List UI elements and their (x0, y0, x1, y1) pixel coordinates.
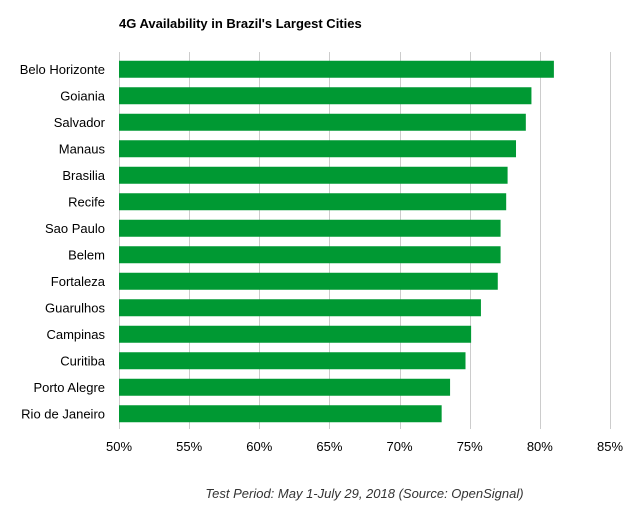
x-tick-label: 70% (387, 439, 413, 454)
bar-chart: Belo Horizonte Goiania Salvador Manaus Brasi… (20, 52, 623, 454)
category-label: Salvador (54, 115, 106, 130)
x-tick-label: 50% (106, 439, 132, 454)
bar (119, 166, 508, 184)
bar (119, 113, 526, 131)
bar (119, 352, 466, 370)
category-label: Guarulhos (45, 300, 105, 315)
gridlines (119, 52, 611, 429)
bar (119, 193, 507, 211)
category-label: Belo Horizonte (20, 62, 105, 77)
x-tick-label: 85% (597, 439, 623, 454)
category-label: Campinas (46, 327, 105, 342)
category-label: Curitiba (60, 353, 106, 368)
chart-title: 4G Availability in Brazil's Largest Citi… (119, 16, 362, 31)
category-label: Sao Paulo (45, 221, 105, 236)
bar (119, 140, 517, 158)
bar (119, 325, 472, 343)
category-label: Brasilia (62, 168, 105, 183)
category-label: Belem (68, 247, 105, 262)
source-footnote: Test Period: May 1-July 29, 2018 (Source… (205, 486, 524, 501)
x-axis-tick-labels: 50% 55% 60% 65% 70% 75% 80% 85% (106, 439, 623, 454)
bar (119, 378, 451, 396)
x-tick-label: 60% (246, 439, 272, 454)
x-tick-label: 75% (457, 439, 483, 454)
category-label: Goiania (60, 88, 106, 103)
bar (119, 246, 501, 264)
bar (119, 299, 481, 317)
x-tick-label: 80% (527, 439, 553, 454)
category-label: Manaus (59, 141, 106, 156)
bar (119, 405, 442, 423)
bars (119, 60, 554, 423)
category-label: Rio de Janeiro (21, 406, 105, 421)
category-label: Recife (68, 194, 105, 209)
bar (119, 272, 498, 290)
x-tick-label: 65% (316, 439, 342, 454)
bar (119, 219, 501, 237)
bar (119, 87, 532, 105)
x-tick-label: 55% (176, 439, 202, 454)
category-labels: Belo Horizonte Goiania Salvador Manaus Brasi… (20, 62, 106, 422)
category-label: Fortaleza (51, 274, 106, 289)
category-label: Porto Alegre (33, 380, 105, 395)
bar (119, 60, 554, 78)
